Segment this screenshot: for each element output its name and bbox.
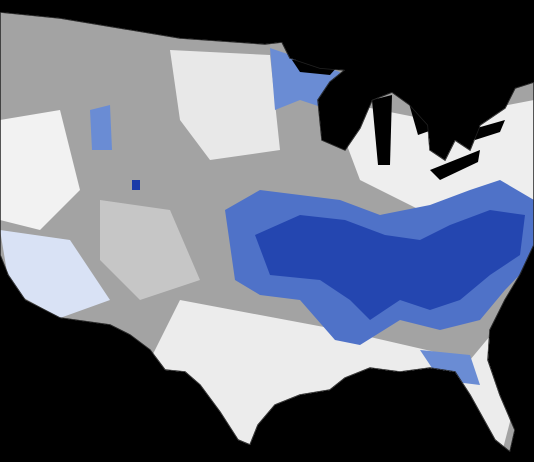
region-blue-dark [132,180,140,190]
region-gray [100,200,200,300]
lake [470,120,505,140]
region-blue-dark [255,210,525,320]
lake [408,100,432,135]
region-light [0,110,80,230]
lake [372,95,392,165]
lake [292,58,345,75]
lake [430,150,480,180]
region-light [170,50,280,160]
border [0,12,534,452]
region-light [0,230,110,318]
region-blue-light [420,350,480,385]
region-blue-light [90,105,112,150]
